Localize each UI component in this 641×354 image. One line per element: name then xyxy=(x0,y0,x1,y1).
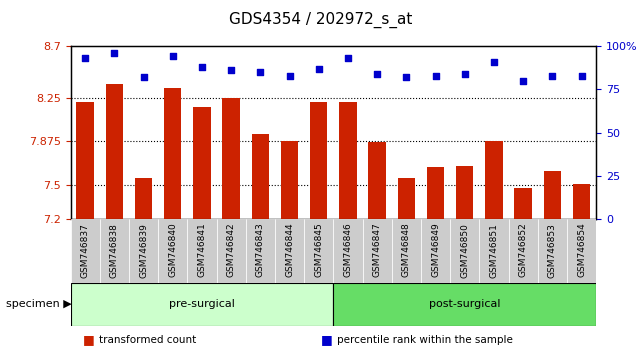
FancyBboxPatch shape xyxy=(187,219,217,283)
Text: GSM746854: GSM746854 xyxy=(577,223,586,278)
Bar xyxy=(456,166,474,219)
Bar xyxy=(251,134,269,219)
Text: GSM746837: GSM746837 xyxy=(81,223,90,278)
Point xyxy=(518,78,528,84)
Bar xyxy=(193,107,211,219)
Text: pre-surgical: pre-surgical xyxy=(169,299,235,309)
Text: GSM746846: GSM746846 xyxy=(344,223,353,278)
Point xyxy=(138,74,149,80)
Point xyxy=(313,66,324,72)
FancyBboxPatch shape xyxy=(333,219,363,283)
Bar xyxy=(514,188,532,219)
Bar xyxy=(485,141,503,219)
Text: GSM746844: GSM746844 xyxy=(285,223,294,277)
FancyBboxPatch shape xyxy=(479,219,508,283)
Point xyxy=(255,69,265,75)
FancyBboxPatch shape xyxy=(333,283,596,326)
Point xyxy=(460,71,470,76)
FancyBboxPatch shape xyxy=(217,219,246,283)
Text: specimen ▶: specimen ▶ xyxy=(6,299,72,309)
Bar xyxy=(369,142,386,219)
Text: GSM746852: GSM746852 xyxy=(519,223,528,278)
Point xyxy=(197,64,207,70)
Bar xyxy=(281,141,298,219)
Point xyxy=(109,50,119,56)
Point xyxy=(80,55,90,61)
Text: percentile rank within the sample: percentile rank within the sample xyxy=(337,335,512,345)
Point xyxy=(285,73,295,78)
FancyBboxPatch shape xyxy=(100,219,129,283)
Point xyxy=(430,73,440,78)
FancyBboxPatch shape xyxy=(363,219,392,283)
Text: GSM746842: GSM746842 xyxy=(227,223,236,277)
Point xyxy=(372,71,382,76)
Point xyxy=(226,68,237,73)
Bar xyxy=(106,84,123,219)
Bar xyxy=(397,178,415,219)
FancyBboxPatch shape xyxy=(71,219,100,283)
FancyBboxPatch shape xyxy=(304,219,333,283)
Text: ■: ■ xyxy=(320,333,332,346)
Text: GSM746840: GSM746840 xyxy=(168,223,177,278)
Bar xyxy=(339,102,356,219)
FancyBboxPatch shape xyxy=(421,219,450,283)
Text: GSM746850: GSM746850 xyxy=(460,223,469,278)
FancyBboxPatch shape xyxy=(246,219,275,283)
Text: GDS4354 / 202972_s_at: GDS4354 / 202972_s_at xyxy=(229,12,412,28)
Text: transformed count: transformed count xyxy=(99,335,197,345)
FancyBboxPatch shape xyxy=(508,219,538,283)
FancyBboxPatch shape xyxy=(275,219,304,283)
Bar xyxy=(427,167,444,219)
Text: GSM746848: GSM746848 xyxy=(402,223,411,278)
FancyBboxPatch shape xyxy=(71,283,333,326)
FancyBboxPatch shape xyxy=(129,219,158,283)
Bar xyxy=(164,88,181,219)
Point xyxy=(401,74,412,80)
Point xyxy=(343,55,353,61)
Bar xyxy=(573,184,590,219)
Text: ■: ■ xyxy=(83,333,95,346)
Bar xyxy=(310,102,328,219)
Text: GSM746847: GSM746847 xyxy=(372,223,381,278)
Bar xyxy=(544,171,561,219)
Point xyxy=(547,73,558,78)
Text: post-surgical: post-surgical xyxy=(429,299,501,309)
FancyBboxPatch shape xyxy=(450,219,479,283)
Text: GSM746838: GSM746838 xyxy=(110,223,119,278)
Bar xyxy=(135,178,153,219)
Bar xyxy=(222,98,240,219)
Point xyxy=(489,59,499,64)
Text: GSM746843: GSM746843 xyxy=(256,223,265,278)
Text: GSM746845: GSM746845 xyxy=(314,223,323,278)
FancyBboxPatch shape xyxy=(158,219,187,283)
Text: GSM746851: GSM746851 xyxy=(490,223,499,278)
FancyBboxPatch shape xyxy=(392,219,421,283)
Text: GSM746849: GSM746849 xyxy=(431,223,440,278)
Bar xyxy=(76,102,94,219)
Text: GSM746839: GSM746839 xyxy=(139,223,148,278)
FancyBboxPatch shape xyxy=(567,219,596,283)
Point xyxy=(576,73,587,78)
Text: GSM746853: GSM746853 xyxy=(548,223,557,278)
FancyBboxPatch shape xyxy=(538,219,567,283)
Text: GSM746841: GSM746841 xyxy=(197,223,206,278)
Point xyxy=(167,53,178,59)
